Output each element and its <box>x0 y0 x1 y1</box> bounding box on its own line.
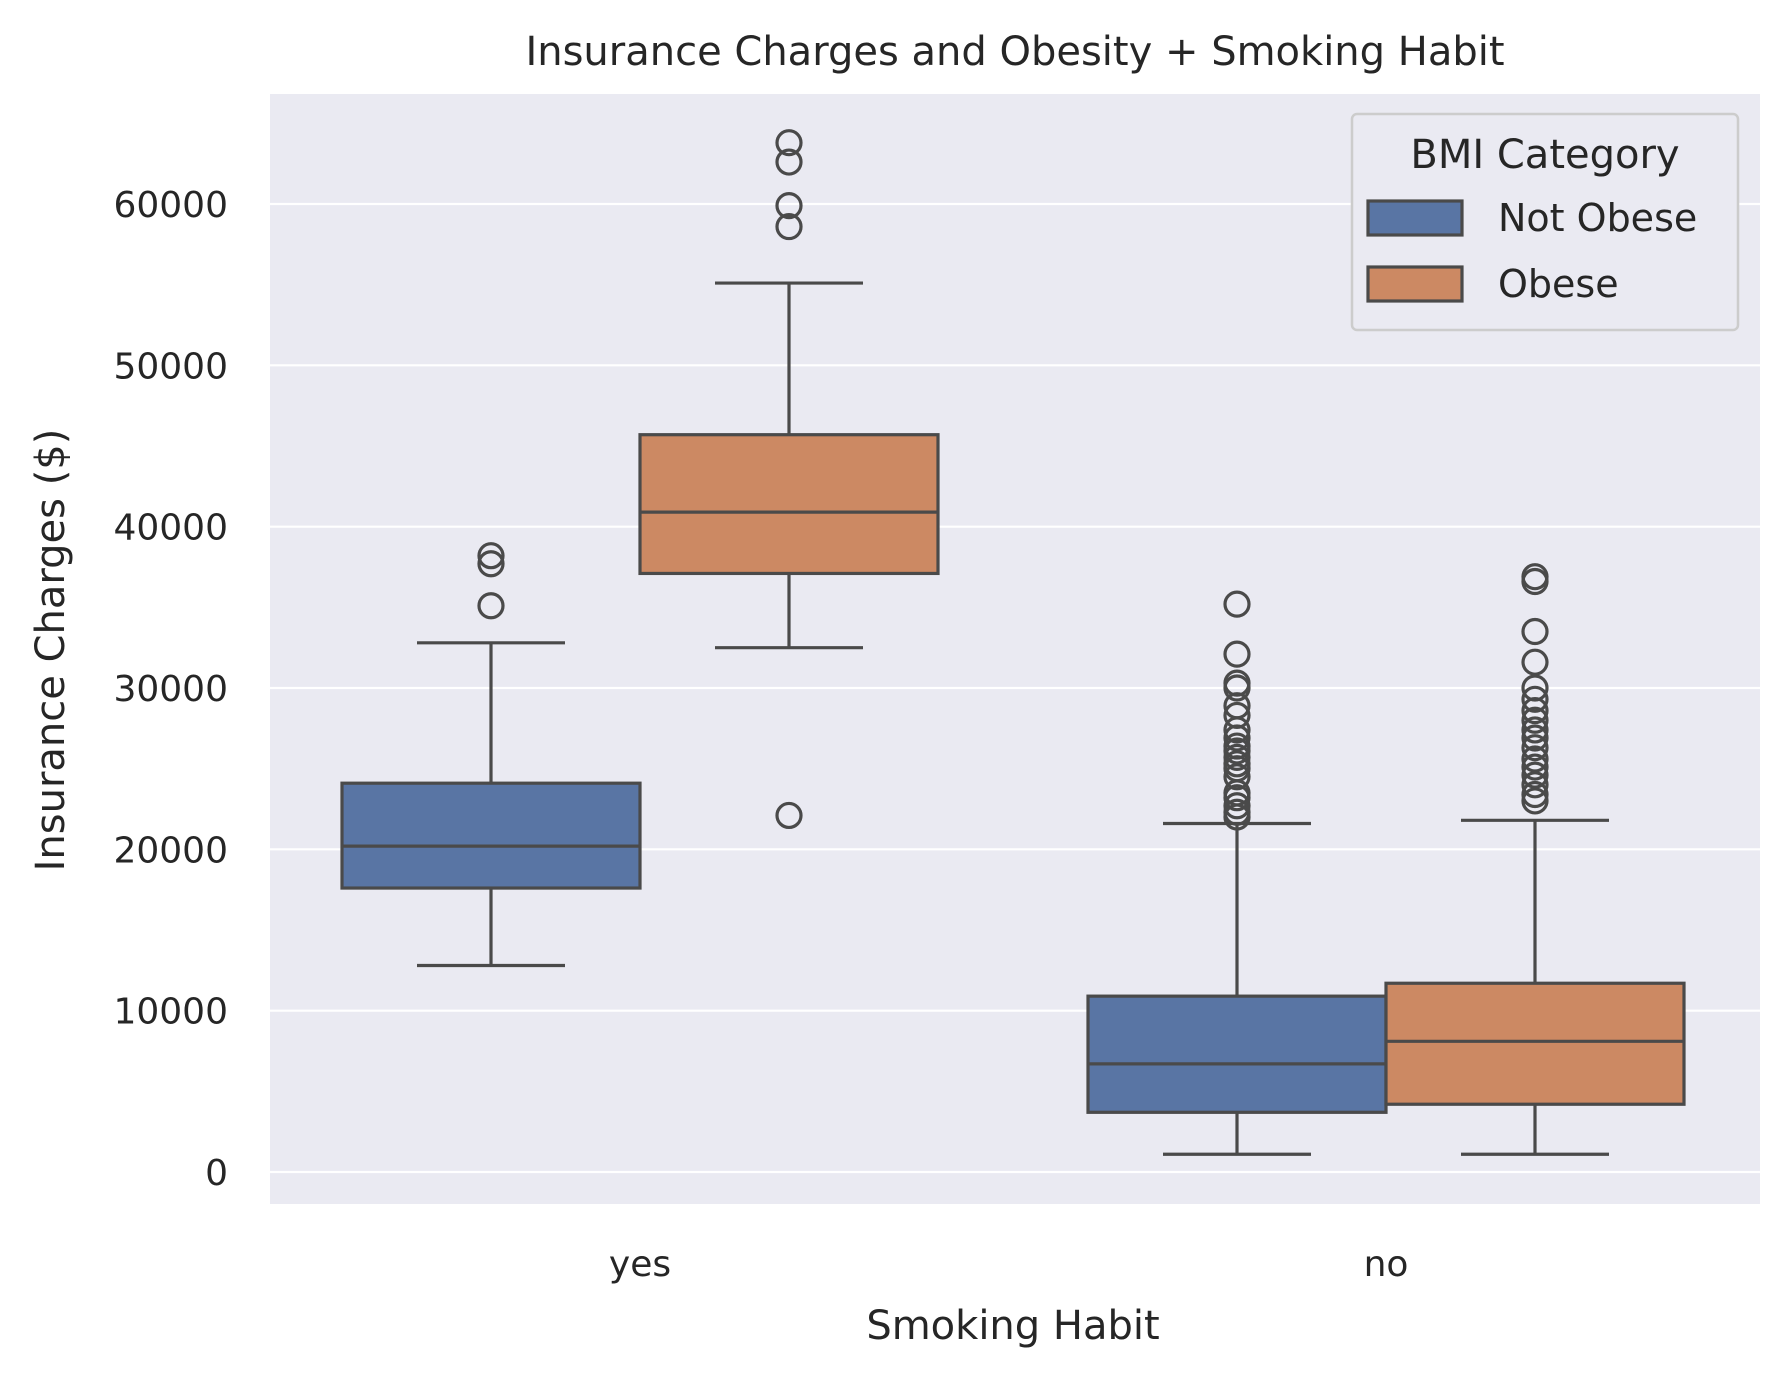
outlier-point <box>775 192 803 220</box>
box-group <box>638 129 940 830</box>
outlier-point <box>1521 706 1549 734</box>
outlier-point <box>775 801 803 830</box>
chart-title: Insurance Charges and Obesity + Smoking … <box>525 29 1504 75</box>
legend-swatch <box>1366 265 1464 303</box>
outlier-point <box>1521 771 1549 799</box>
iqr-box <box>340 781 642 890</box>
iqr-box <box>638 433 940 576</box>
legend-label: Obese <box>1498 262 1619 306</box>
box-group <box>1086 590 1388 1156</box>
legend: BMI Category Not Obese Obese <box>1350 112 1740 332</box>
outlier-point <box>477 550 505 578</box>
outlier-point <box>1521 617 1549 646</box>
y-tick-label: 20000 <box>113 830 228 871</box>
outlier-point <box>775 129 803 157</box>
outlier-point <box>477 592 505 620</box>
x-axis-label: Smoking Habit <box>866 1303 1159 1349</box>
outlier-point <box>1223 750 1251 778</box>
box-group <box>1384 563 1686 1156</box>
outlier-point <box>1521 787 1549 815</box>
y-tick-label: 60000 <box>113 185 228 226</box>
y-tick-label: 30000 <box>113 669 228 710</box>
outlier-point <box>1223 669 1251 697</box>
outlier-point <box>1223 701 1251 730</box>
outlier-point <box>1223 590 1251 618</box>
outlier-point <box>1521 563 1549 591</box>
box-group <box>340 542 642 968</box>
outlier-point <box>1521 674 1549 702</box>
y-axis-label: Insurance Charges ($) <box>28 429 74 872</box>
outlier-point <box>775 212 803 241</box>
y-tick-label: 0 <box>205 1153 228 1194</box>
x-tick-label: yes <box>609 1244 671 1285</box>
outlier-point <box>1223 732 1251 760</box>
boxes-layer <box>340 129 1686 1156</box>
x-tick-label: no <box>1364 1244 1409 1285</box>
iqr-box <box>1384 981 1686 1106</box>
outlier-point <box>1521 648 1549 676</box>
x-tick-labels: yes no <box>609 1244 1409 1285</box>
outlier-point <box>1521 724 1549 752</box>
outlier-point <box>1521 753 1549 781</box>
outlier-point <box>1223 763 1251 791</box>
outlier-point <box>1521 734 1549 762</box>
y-tick-labels: 0 10000 20000 30000 40000 50000 60000 <box>113 185 228 1194</box>
legend-title: BMI Category <box>1410 132 1679 178</box>
legend-entries: Not Obese Obese <box>1366 196 1697 306</box>
outlier-point <box>1521 761 1549 789</box>
outlier-point <box>1223 798 1251 826</box>
y-tick-label: 40000 <box>113 508 228 549</box>
outlier-point <box>1521 745 1549 773</box>
outlier-point <box>1223 743 1251 771</box>
legend-label: Not Obese <box>1498 196 1697 240</box>
y-tick-label: 10000 <box>113 992 228 1033</box>
outlier-point <box>477 542 505 570</box>
outlier-point <box>1223 640 1251 668</box>
legend-swatch <box>1366 199 1464 237</box>
outlier-point <box>775 148 803 176</box>
y-tick-label: 50000 <box>113 346 228 387</box>
iqr-box <box>1086 994 1388 1114</box>
outlier-point <box>1521 716 1549 744</box>
outlier-point <box>1521 685 1549 713</box>
outlier-point <box>1223 792 1251 820</box>
outlier-point <box>1521 780 1549 809</box>
